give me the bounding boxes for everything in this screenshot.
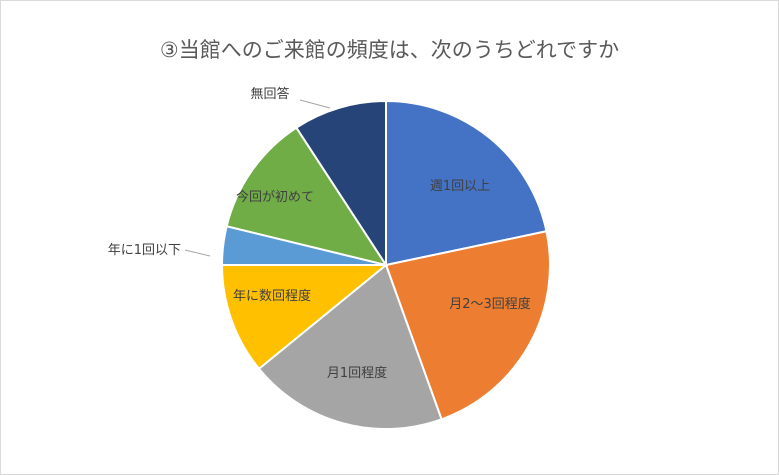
pie-slice [384,230,551,421]
slice-label: 週1回以上 [430,179,490,194]
leader-line [299,99,331,109]
slice-label: 月1回程度 [327,365,387,381]
pie-slice [220,264,389,371]
slice-label: 年に数回程度 [233,288,311,304]
pie-slice [385,99,548,267]
chart-title: ③当館へのご来館の頻度は、次のうちどれですか [159,38,620,62]
pie-slice [295,99,387,269]
pie-slice [225,126,389,267]
pie-slice [257,263,443,430]
leader-line [184,249,211,257]
slice-label: 無回答 [250,86,289,102]
slice-label: 月2～3回程度 [449,296,531,312]
slice-label: 今回が初めて [236,189,314,205]
slice-label: 年に1回以下 [108,243,181,258]
